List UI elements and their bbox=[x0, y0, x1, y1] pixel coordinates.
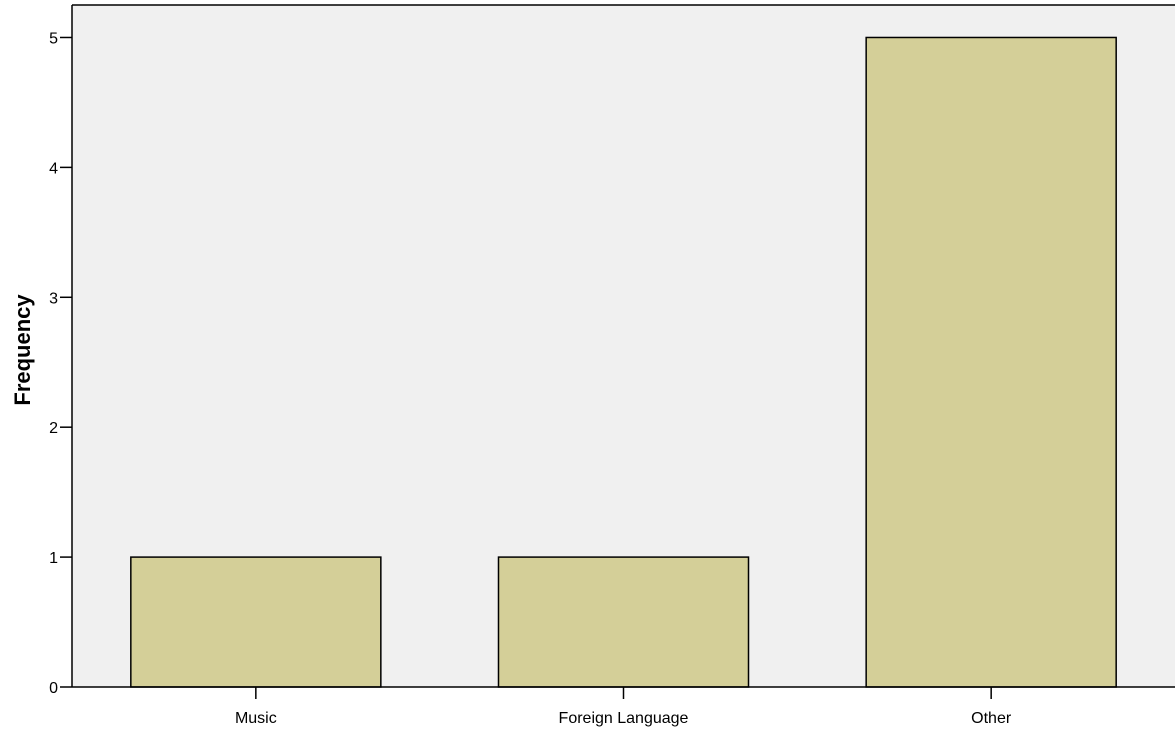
y-tick-label: 0 bbox=[49, 680, 58, 697]
bar-other bbox=[865, 36, 1117, 688]
x-tick-label: Other bbox=[971, 710, 1012, 727]
y-tick-label: 1 bbox=[49, 550, 58, 567]
bars-layer bbox=[130, 36, 1117, 688]
y-tick-label: 5 bbox=[49, 30, 58, 47]
x-tick-label: Music bbox=[235, 710, 277, 727]
y-tick-label: 3 bbox=[49, 290, 58, 307]
axes-layer: 0 1 2 3 4 5 Music Foreign Language Other bbox=[49, 4, 1175, 727]
x-tick-label: Foreign Language bbox=[559, 710, 689, 727]
y-tick-label: 4 bbox=[49, 160, 58, 177]
bar-foreign-language bbox=[497, 556, 750, 688]
bar-music bbox=[130, 556, 382, 688]
y-axis-title: Frequency bbox=[10, 294, 35, 406]
y-tick-label: 2 bbox=[49, 420, 58, 437]
